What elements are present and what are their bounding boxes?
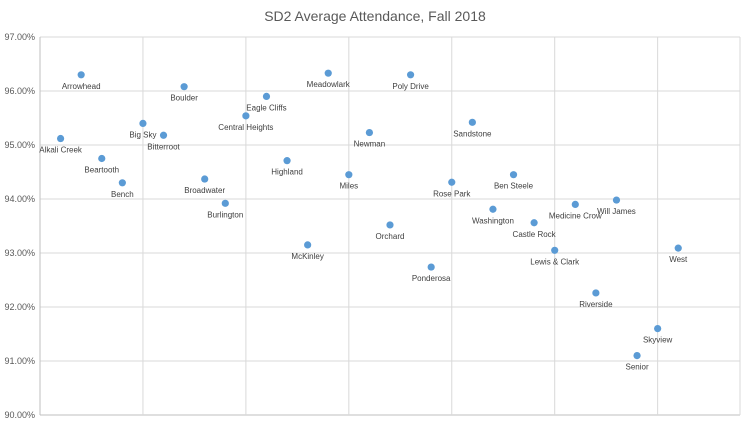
data-point <box>571 200 579 208</box>
data-label: Big Sky <box>129 130 156 139</box>
y-tick-label: 94.00% <box>4 194 35 204</box>
data-label: Highland <box>271 168 303 177</box>
data-point <box>530 219 538 227</box>
y-tick-label: 96.00% <box>4 86 35 96</box>
data-label: Lewis & Clark <box>530 257 580 266</box>
data-label: Bitterroot <box>147 142 180 151</box>
data-label: Riverside <box>579 300 613 309</box>
data-label: Rose Park <box>433 189 471 198</box>
data-point <box>406 71 415 79</box>
data-point <box>242 112 250 120</box>
data-label: Miles <box>339 182 358 191</box>
data-point <box>180 83 188 91</box>
data-label: Orchard <box>376 232 405 241</box>
data-label: Skyview <box>643 336 673 345</box>
data-point <box>304 241 312 249</box>
data-point <box>345 171 353 179</box>
chart-title: SD2 Average Attendance, Fall 2018 <box>264 8 486 24</box>
data-label: Will James <box>597 207 636 216</box>
data-label: Ben Steele <box>494 182 534 191</box>
data-point <box>427 263 435 271</box>
data-point <box>509 171 518 179</box>
data-label: Burlington <box>207 210 243 219</box>
y-tick-label: 91.00% <box>4 356 35 366</box>
data-label: Meadowlark <box>307 80 351 89</box>
data-point <box>489 205 497 213</box>
data-point <box>283 157 291 165</box>
data-point <box>139 119 147 127</box>
data-label: Washington <box>472 216 514 225</box>
data-label: Central Heights <box>218 123 273 132</box>
data-label: West <box>669 255 688 264</box>
data-label: Bench <box>111 190 134 199</box>
data-label: Senior <box>625 363 648 372</box>
data-point <box>262 92 271 100</box>
data-label: Sandstone <box>453 129 492 138</box>
data-label: Beartooth <box>84 166 119 175</box>
data-point <box>201 175 209 183</box>
data-point <box>98 154 106 163</box>
grid-lines <box>39 36 741 416</box>
y-tick-label: 90.00% <box>4 410 35 420</box>
data-label: Arrowhead <box>62 82 101 91</box>
data-labels: Alkali Creek Arrowhead Beartooth Bench Big S… <box>39 80 688 371</box>
data-label: Boulder <box>170 94 198 103</box>
data-point <box>448 178 456 186</box>
data-point <box>386 221 394 229</box>
data-label: Medicine Crow <box>549 211 602 220</box>
data-point <box>551 246 559 254</box>
data-point <box>221 199 229 207</box>
data-label: Ponderosa <box>412 274 451 283</box>
data-label: Broadwater <box>184 186 225 195</box>
data-label: Poly Drive <box>392 82 429 91</box>
data-point <box>365 128 374 137</box>
data-point <box>633 352 641 360</box>
data-point <box>654 325 662 333</box>
y-tick-label: 95.00% <box>4 140 35 150</box>
y-tick-label: 92.00% <box>4 302 35 312</box>
y-tick-label: 93.00% <box>4 248 35 258</box>
data-label: Alkali Creek <box>39 146 83 155</box>
y-axis-tick-labels: 90.00% 91.00% 92.00% 93.00% 94.00% 95.00% 96.0… <box>4 32 35 420</box>
data-point <box>674 244 682 252</box>
data-point <box>324 69 332 77</box>
data-point <box>77 71 85 79</box>
data-point <box>159 131 168 139</box>
data-label: Castle Rock <box>513 230 557 239</box>
data-point <box>612 196 621 204</box>
data-point <box>592 289 600 297</box>
data-label: McKinley <box>291 252 323 261</box>
data-label: Newman <box>354 140 386 149</box>
data-point <box>56 134 65 143</box>
data-points <box>56 69 682 360</box>
data-point <box>118 179 126 187</box>
data-point <box>468 118 476 126</box>
data-label: Eagle Cliffs <box>246 103 286 112</box>
y-tick-label: 97.00% <box>4 32 35 42</box>
